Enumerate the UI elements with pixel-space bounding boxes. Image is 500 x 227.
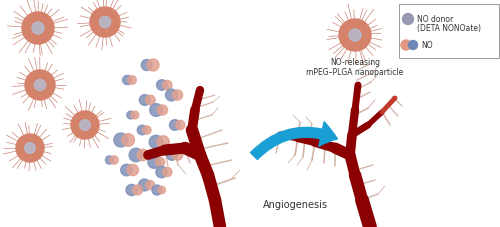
Circle shape — [122, 75, 132, 85]
Circle shape — [172, 90, 182, 100]
Circle shape — [129, 148, 142, 162]
Circle shape — [128, 76, 136, 84]
Circle shape — [127, 111, 134, 119]
Circle shape — [138, 125, 147, 135]
Circle shape — [143, 126, 151, 134]
Circle shape — [100, 16, 110, 28]
Circle shape — [122, 134, 134, 146]
Circle shape — [162, 167, 172, 177]
Circle shape — [120, 164, 132, 176]
Circle shape — [149, 135, 162, 149]
Circle shape — [156, 166, 168, 178]
Circle shape — [146, 180, 154, 189]
Circle shape — [349, 29, 361, 41]
Text: Angiogenesis: Angiogenesis — [262, 200, 328, 210]
Circle shape — [22, 12, 54, 44]
Circle shape — [148, 156, 160, 168]
Circle shape — [172, 150, 183, 160]
Circle shape — [402, 13, 413, 25]
Circle shape — [80, 120, 90, 130]
Circle shape — [150, 104, 162, 116]
Circle shape — [152, 185, 162, 195]
Circle shape — [138, 179, 150, 191]
Circle shape — [157, 136, 170, 148]
FancyArrowPatch shape — [250, 122, 338, 159]
Circle shape — [162, 80, 172, 90]
Circle shape — [156, 158, 164, 166]
Circle shape — [106, 156, 114, 164]
Circle shape — [166, 150, 177, 160]
Text: (DETA NONOate): (DETA NONOate) — [417, 25, 481, 34]
Circle shape — [158, 186, 166, 194]
Circle shape — [147, 59, 159, 71]
Circle shape — [71, 111, 99, 139]
Circle shape — [114, 133, 128, 147]
Circle shape — [137, 149, 148, 161]
Circle shape — [170, 120, 180, 130]
Circle shape — [34, 79, 46, 91]
Circle shape — [401, 40, 411, 50]
Text: NO-releasing
mPEG–PLGA nanoparticle: NO-releasing mPEG–PLGA nanoparticle — [306, 58, 404, 77]
Circle shape — [132, 185, 142, 195]
Circle shape — [90, 7, 120, 37]
Circle shape — [339, 19, 371, 51]
Circle shape — [32, 22, 44, 34]
FancyBboxPatch shape — [399, 4, 499, 58]
Circle shape — [142, 59, 152, 70]
Circle shape — [131, 111, 139, 119]
Circle shape — [158, 105, 168, 115]
Text: NO: NO — [421, 40, 432, 49]
Circle shape — [16, 134, 44, 162]
Circle shape — [24, 143, 36, 153]
Circle shape — [126, 184, 137, 196]
Circle shape — [146, 95, 155, 105]
Circle shape — [156, 80, 167, 90]
Circle shape — [140, 95, 150, 105]
Circle shape — [166, 89, 177, 101]
Circle shape — [127, 164, 138, 176]
Circle shape — [110, 156, 118, 164]
Circle shape — [25, 70, 55, 100]
Circle shape — [176, 120, 185, 130]
Text: NO donor: NO donor — [417, 15, 453, 24]
Circle shape — [408, 40, 418, 49]
